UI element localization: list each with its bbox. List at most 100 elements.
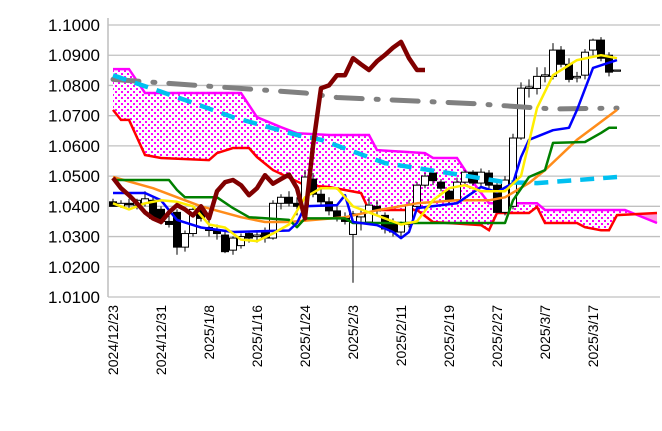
cloud-segment [545,209,553,223]
cloud-segment [161,93,169,159]
y-tick-label: 1.0300 [48,228,100,247]
cloud-segment [465,170,473,225]
cloud-segment [337,135,345,191]
cloud-segment [433,157,441,223]
x-tick-label: 2025/3/17 [585,305,601,367]
cloud-segment [345,135,353,192]
cloud-segment [393,151,401,210]
senkou-span-a-line [113,67,658,225]
cloud-segment [217,93,225,154]
cloud-segment [297,133,305,186]
x-tick-label: 2025/2/27 [489,305,505,367]
cloud-segment [401,151,409,210]
cloud-segment [193,93,201,160]
indicator-line-7 [111,39,425,225]
cloud-segment [273,123,281,174]
candle-up [613,69,621,72]
cloud-segment [209,93,217,161]
y-axis-tick-labels: 1.0100 1.0200 1.0300 1.0400 1.0500 1.0600 1.07… [48,16,100,307]
indicator-line-6 [112,53,618,243]
candle-up [589,39,597,51]
cloud-segment [153,93,161,158]
indicator-line-4 [113,126,617,229]
cloud-segment [129,69,137,138]
candle-down [597,39,605,59]
y-tick-label: 1.1000 [48,16,100,35]
indicator-line-5 [113,58,618,240]
candle-up [253,234,261,238]
x-tick-label: 2025/1/24 [297,305,313,367]
cloud-segment [257,117,265,164]
y-tick-label: 1.0900 [48,46,100,65]
cloud-segment [561,209,569,223]
candle-up [421,175,429,186]
cloud-segment [369,135,377,210]
x-tick-label: 2025/3/7 [537,305,553,360]
candle-down [557,49,565,65]
cloud-segment [185,93,193,160]
y-tick-label: 1.0500 [48,167,100,186]
cloud-segment [601,209,609,231]
cloud-segment [353,135,361,194]
indicator-line-1 [110,76,620,112]
candle-down [437,181,445,189]
candle-down [317,193,325,203]
cloud-segment [145,93,153,157]
x-tick-label: 2025/2/19 [441,305,457,367]
cloud-segment [233,93,241,149]
candle-down [165,220,173,225]
candle-down [445,190,453,201]
candle-up [229,237,237,251]
y-tick-label: 1.0400 [48,197,100,216]
candle-down [125,202,133,206]
cloud-segment [265,120,273,171]
x-tick-label: 2024/12/23 [105,305,121,375]
candle-up [517,87,525,139]
candle-up [269,202,277,239]
y-tick-label: 1.0700 [48,107,100,126]
cloud-segment [201,93,209,161]
indicator-line-2 [112,73,618,186]
y-tick-label: 1.0200 [48,258,100,277]
cloud-segment [385,150,393,210]
candle-up [573,75,581,79]
x-axis-tick-labels: 2024/12/23 2024/12/31 2025/1/8 2025/1/16 202… [105,305,601,375]
cloud-segment [585,209,593,229]
x-tick-label: 2025/2/11 [393,305,409,366]
x-tick-label: 2025/2/3 [345,305,361,360]
candle-up [541,74,549,77]
indicator-lines [110,39,620,243]
y-tick-label: 1.0100 [48,288,100,307]
y-tick-label: 1.0800 [48,76,100,95]
cloud-segment [177,93,185,160]
candle-up [277,196,285,204]
candle-up [525,86,533,89]
cloud-segment [225,93,233,151]
cloud-segment [425,153,433,223]
candle-up [181,233,189,248]
candle-up [581,51,589,76]
cloud-segment [329,135,337,189]
cloud-segment [377,150,385,210]
cloud-segment [521,203,529,213]
cloud-segment [137,81,145,155]
candle-down [285,196,293,204]
candle-down [245,233,253,239]
cloud-segment [281,127,289,178]
candle-up [413,184,421,207]
x-tick-label: 2024/12/31 [153,305,169,375]
cloud-segment [569,209,577,223]
y-tick-label: 1.0600 [48,137,100,156]
cloud-segment [249,105,257,158]
cloud-segment [553,209,561,223]
cloud-segment [593,209,601,231]
cloud-segment [321,134,329,187]
cloud-segment [473,182,481,226]
x-tick-label: 2025/1/8 [201,305,217,360]
cloud-segment [289,130,297,182]
candle-down [429,172,437,182]
candle-up [453,181,461,201]
candle-up [533,75,541,89]
candle-down [221,234,229,253]
